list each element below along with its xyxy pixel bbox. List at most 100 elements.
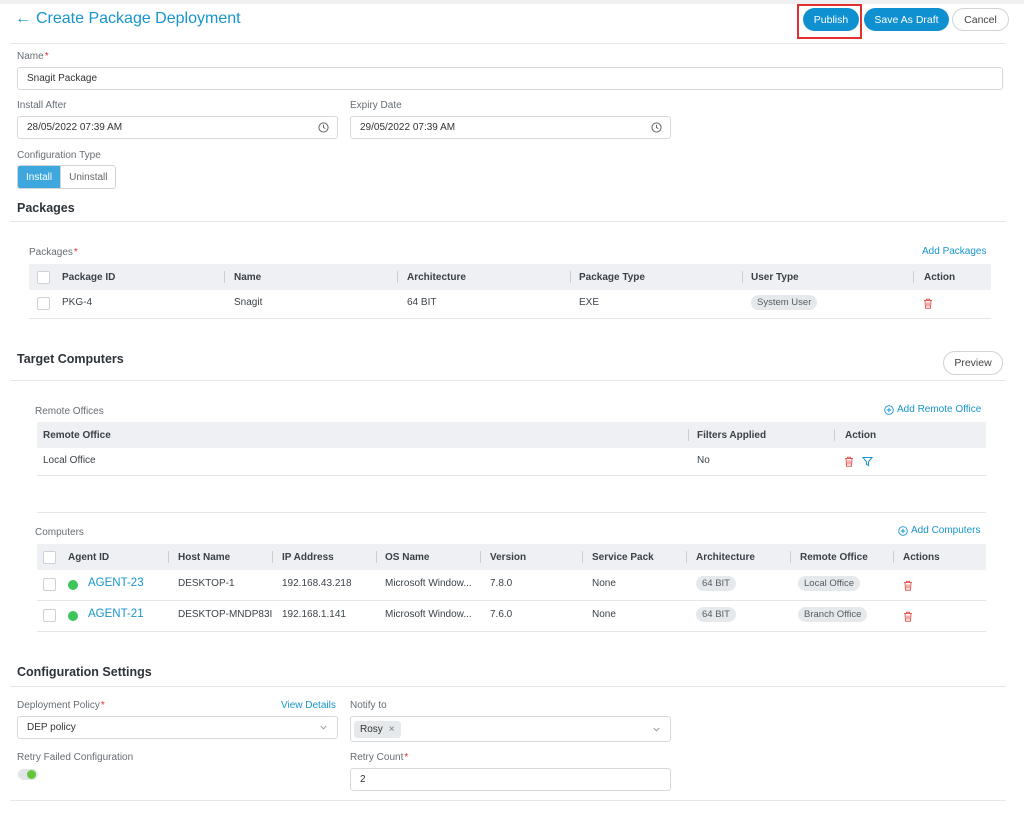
retry-failed-label: Retry Failed Configuration: [17, 752, 134, 763]
notify-to-select[interactable]: Rosy ×: [350, 716, 671, 742]
select-all-checkbox[interactable]: [37, 270, 50, 284]
retry-count-input[interactable]: 2: [350, 768, 671, 791]
install-option[interactable]: Install: [18, 166, 61, 188]
version-cell: 7.6.0: [490, 609, 513, 620]
ip-address-cell: 192.168.43.218: [282, 578, 352, 589]
col-user-type: User Type: [751, 271, 799, 283]
plus-circle-icon: [898, 525, 908, 536]
trash-icon[interactable]: [923, 298, 933, 309]
col-agent-id: Agent ID: [68, 551, 110, 563]
add-remote-office-label: Add Remote Office: [897, 404, 982, 415]
page-title: Create Package Deployment: [36, 10, 241, 27]
add-packages-link[interactable]: Add Packages: [922, 246, 987, 257]
install-after-value: 28/05/2022 07:39 AM: [27, 122, 123, 133]
col-package-type: Package Type: [579, 271, 645, 283]
publish-highlight-box: [797, 4, 862, 39]
architecture-badge: 64 BIT: [696, 576, 736, 591]
package-type-cell: EXE: [579, 297, 600, 308]
deployment-policy-select[interactable]: DEP policy: [17, 716, 338, 739]
toggle-knob: [27, 770, 36, 779]
ip-address-cell: 192.168.1.141: [282, 609, 346, 620]
row-checkbox[interactable]: [43, 609, 56, 622]
deployment-policy-value: DEP policy: [27, 722, 76, 733]
package-name-cell: Snagit: [234, 297, 263, 308]
name-input[interactable]: Snagit Package: [17, 67, 1003, 90]
col-filters-applied: Filters Applied: [697, 429, 767, 441]
name-label: Name*: [17, 51, 49, 62]
col-architecture: Architecture: [407, 271, 466, 283]
col-separator: [913, 271, 914, 283]
packages-label: Packages*: [29, 247, 78, 258]
filter-icon[interactable]: [862, 456, 873, 467]
view-details-link[interactable]: View Details: [281, 700, 336, 711]
remove-chip-icon[interactable]: ×: [388, 723, 395, 735]
col-architecture: Architecture: [696, 551, 755, 563]
retry-failed-toggle[interactable]: [18, 769, 38, 780]
architecture-cell: 64 BIT: [407, 297, 437, 308]
save-as-draft-button[interactable]: Save As Draft: [864, 8, 949, 31]
clock-icon: [318, 122, 329, 133]
col-host-name: Host Name: [178, 551, 231, 563]
remote-office-table-header: Remote Office Filters Applied Action: [37, 422, 986, 448]
publish-button[interactable]: Publish: [803, 8, 859, 31]
row-divider: [37, 600, 986, 601]
expiry-date-field[interactable]: 29/05/2022 07:39 AM: [350, 116, 671, 139]
configuration-settings-title: Configuration Settings: [17, 665, 152, 679]
row-checkbox[interactable]: [37, 297, 50, 310]
install-after-field[interactable]: 28/05/2022 07:39 AM: [17, 116, 338, 139]
agent-id-link[interactable]: AGENT-23: [88, 577, 144, 589]
col-remote-office: Remote Office: [43, 429, 111, 441]
row-checkbox[interactable]: [43, 578, 56, 591]
online-status-icon: [68, 580, 78, 590]
clock-icon: [651, 122, 662, 133]
add-computers-label: Add Computers: [911, 525, 981, 536]
remote-offices-label: Remote Offices: [35, 406, 104, 417]
col-action: Action: [924, 271, 956, 283]
remote-office-cell: Local Office: [43, 455, 96, 466]
trash-icon[interactable]: [903, 580, 913, 591]
install-after-label: Install After: [17, 100, 67, 111]
col-actions: Actions: [903, 551, 940, 563]
add-remote-office-link[interactable]: Add Remote Office: [884, 404, 981, 415]
col-remote-office: Remote Office: [800, 551, 868, 563]
add-computers-link[interactable]: Add Computers: [898, 525, 980, 536]
notify-to-label: Notify to: [350, 700, 387, 711]
col-separator: [893, 551, 894, 563]
version-cell: 7.8.0: [490, 578, 513, 589]
retry-count-label: Retry Count*: [350, 752, 409, 763]
table-row: AGENT-23 DESKTOP-1 192.168.43.218 Micros…: [37, 570, 986, 600]
plus-circle-icon: [884, 404, 894, 415]
table-row: AGENT-21 DESKTOP-MNDP83I 192.168.1.141 M…: [37, 601, 986, 631]
chevron-down-icon: [653, 727, 660, 732]
host-name-cell: DESKTOP-MNDP83I: [178, 609, 273, 620]
remote-office-badge: Local Office: [798, 576, 860, 591]
col-name: Name: [234, 271, 262, 283]
service-pack-cell: None: [592, 578, 616, 589]
col-separator: [582, 551, 583, 563]
row-divider: [29, 318, 991, 319]
trash-icon[interactable]: [903, 611, 913, 622]
filters-applied-cell: No: [697, 455, 710, 466]
select-all-checkbox-wrap: [37, 264, 50, 290]
col-separator: [790, 551, 791, 563]
target-divider: [10, 380, 1006, 381]
col-separator: [834, 429, 835, 441]
table-row: Local Office No: [37, 448, 986, 475]
config-divider: [10, 686, 1006, 687]
select-all-checkbox[interactable]: [43, 550, 56, 564]
host-name-cell: DESKTOP-1: [178, 578, 235, 589]
uninstall-option[interactable]: Uninstall: [60, 166, 116, 188]
service-pack-cell: None: [592, 609, 616, 620]
agent-id-link[interactable]: AGENT-21: [88, 608, 144, 620]
header-divider: [10, 43, 1006, 44]
col-separator: [686, 551, 687, 563]
trash-icon[interactable]: [844, 456, 854, 467]
arrow-left-icon[interactable]: ←: [15, 10, 31, 27]
row-divider: [37, 631, 986, 632]
os-name-cell: Microsoft Window...: [385, 578, 472, 589]
configuration-type-label: Configuration Type: [17, 150, 101, 161]
col-separator: [397, 271, 398, 283]
col-separator: [742, 271, 743, 283]
cancel-button[interactable]: Cancel: [952, 8, 1009, 31]
preview-button[interactable]: Preview: [943, 351, 1003, 375]
